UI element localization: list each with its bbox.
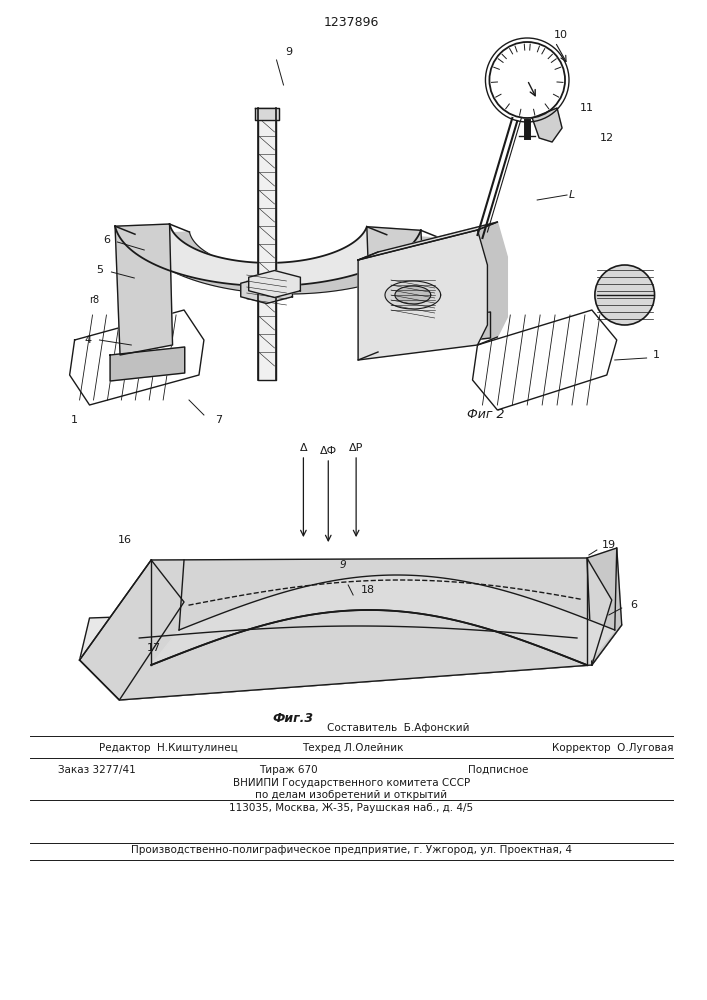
Text: 7: 7 (216, 415, 223, 425)
Polygon shape (416, 312, 491, 346)
Text: 113035, Москва, Ж-35, Раушская наб., д. 4/5: 113035, Москва, Ж-35, Раушская наб., д. … (229, 803, 473, 813)
Polygon shape (151, 575, 615, 665)
Polygon shape (385, 281, 440, 309)
Text: 19: 19 (602, 540, 616, 550)
Polygon shape (358, 230, 487, 360)
Text: 12: 12 (600, 133, 614, 143)
Text: Тираж 670: Тираж 670 (259, 765, 317, 775)
Polygon shape (80, 560, 184, 700)
Polygon shape (115, 224, 173, 355)
Polygon shape (115, 224, 421, 286)
Text: r8: r8 (90, 295, 100, 305)
Polygon shape (80, 558, 612, 700)
Polygon shape (257, 108, 276, 380)
Text: 9: 9 (340, 560, 346, 570)
Text: 1237896: 1237896 (324, 15, 379, 28)
Text: 18: 18 (361, 585, 375, 595)
Text: ВНИИПИ Государственного комитета СССР: ВНИИПИ Государственного комитета СССР (233, 778, 469, 788)
Polygon shape (378, 222, 508, 352)
Circle shape (489, 42, 565, 118)
Text: Составитель  Б.Афонский: Составитель Б.Афонский (327, 723, 469, 733)
Polygon shape (135, 232, 440, 294)
Polygon shape (80, 600, 621, 700)
Polygon shape (532, 108, 562, 142)
Text: 11: 11 (580, 103, 594, 113)
Text: 4: 4 (84, 335, 91, 345)
Text: Производственно-полиграфическое предприятие, г. Ужгород, ул. Проектная, 4: Производственно-полиграфическое предприя… (131, 845, 572, 855)
Text: 1: 1 (653, 350, 660, 360)
Text: 5: 5 (96, 265, 103, 275)
Polygon shape (395, 286, 431, 304)
Text: ΔP: ΔP (349, 443, 363, 453)
Text: Δ: Δ (300, 443, 308, 453)
Ellipse shape (595, 265, 655, 325)
Polygon shape (255, 108, 279, 120)
Polygon shape (358, 222, 498, 260)
Text: Фиг 2: Фиг 2 (467, 408, 504, 422)
Text: 10: 10 (554, 30, 568, 40)
Polygon shape (110, 347, 185, 381)
Polygon shape (472, 310, 617, 410)
Polygon shape (249, 270, 300, 298)
Text: Заказ 3277/41: Заказ 3277/41 (58, 765, 136, 775)
Text: Фиг.3: Фиг.3 (273, 712, 314, 724)
Text: 17: 17 (147, 643, 161, 653)
Text: L: L (569, 190, 575, 200)
Polygon shape (241, 276, 293, 304)
Text: Редактор  Н.Киштулинец: Редактор Н.Киштулинец (100, 743, 238, 753)
Polygon shape (367, 227, 426, 320)
Text: 1: 1 (71, 415, 78, 425)
Text: 6: 6 (630, 600, 637, 610)
Text: по делам изобретений и открытий: по делам изобретений и открытий (255, 790, 448, 800)
Polygon shape (69, 310, 204, 405)
Text: 9: 9 (285, 47, 292, 57)
Text: Техред Л.Олейник: Техред Л.Олейник (303, 743, 404, 753)
Text: Подписное: Подписное (467, 765, 528, 775)
Text: 16: 16 (117, 535, 132, 545)
Polygon shape (587, 548, 621, 665)
Text: ΔФ: ΔФ (320, 446, 337, 456)
Text: Корректор  О.Луговая: Корректор О.Луговая (552, 743, 674, 753)
Text: 6: 6 (103, 235, 110, 245)
